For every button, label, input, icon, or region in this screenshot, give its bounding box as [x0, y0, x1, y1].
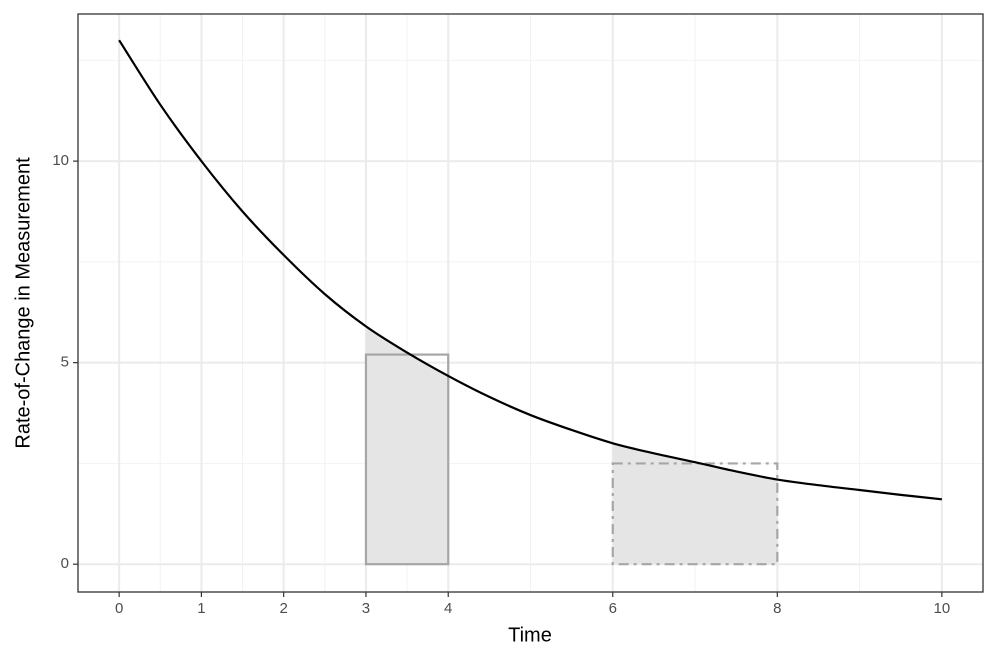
x-tick-label: 0 [115, 600, 123, 617]
y-axis-title: Rate-of-Change in Measurement [12, 157, 34, 449]
x-tick-label: 8 [773, 600, 781, 617]
x-tick-label: 10 [934, 600, 951, 617]
x-tick-label: 1 [197, 600, 205, 617]
y-tick-label: 0 [61, 555, 69, 572]
mean-rectangle [364, 353, 450, 566]
panel-border [77, 13, 984, 593]
x-tick-label: 2 [280, 600, 288, 617]
x-axis-title: Time [508, 624, 552, 646]
y-tick-label: 10 [52, 152, 69, 169]
curve [118, 39, 942, 501]
y-tick-label: 5 [61, 354, 69, 371]
x-tick-label: 6 [609, 600, 617, 617]
x-tick-label: 4 [444, 600, 452, 617]
shaded-area [612, 443, 778, 565]
x-tick-label: 3 [362, 600, 370, 617]
mean-rectangle [611, 462, 779, 566]
shaded-area [365, 326, 449, 565]
